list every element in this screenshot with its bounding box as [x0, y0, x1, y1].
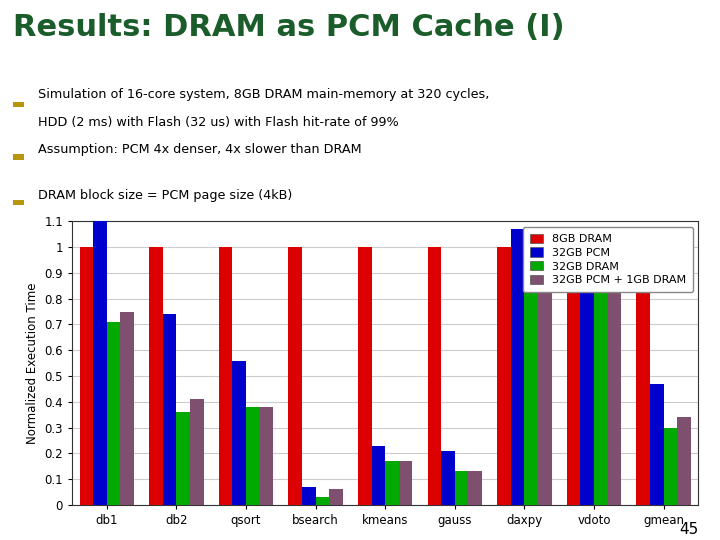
Bar: [190, 399, 204, 505]
Bar: [246, 407, 260, 505]
Bar: [219, 247, 233, 505]
Text: DRAM block size = PCM page size (4kB): DRAM block size = PCM page size (4kB): [38, 189, 292, 202]
Bar: [455, 471, 469, 505]
Bar: [538, 247, 552, 505]
Bar: [580, 229, 594, 505]
Text: Results: DRAM as PCM Cache (I): Results: DRAM as PCM Cache (I): [13, 12, 564, 42]
Bar: [524, 247, 538, 505]
Bar: [608, 247, 621, 505]
Text: Simulation of 16-core system, 8GB DRAM main-memory at 320 cycles,: Simulation of 16-core system, 8GB DRAM m…: [38, 89, 490, 102]
Bar: [315, 497, 329, 505]
Bar: [664, 428, 678, 505]
Bar: [498, 247, 510, 505]
Bar: [399, 461, 413, 505]
Bar: [13, 154, 24, 159]
Bar: [329, 489, 343, 505]
Bar: [107, 322, 120, 505]
Bar: [441, 451, 455, 505]
Legend: 8GB DRAM, 32GB PCM, 32GB DRAM, 32GB PCM + 1GB DRAM: 8GB DRAM, 32GB PCM, 32GB DRAM, 32GB PCM …: [523, 227, 693, 292]
Bar: [176, 412, 190, 505]
Text: HDD (2 ms) with Flash (32 us) with Flash hit-rate of 99%: HDD (2 ms) with Flash (32 us) with Flash…: [38, 116, 399, 129]
Text: Assumption: PCM 4x denser, 4x slower than DRAM: Assumption: PCM 4x denser, 4x slower tha…: [38, 144, 361, 157]
Bar: [120, 312, 134, 505]
Bar: [372, 446, 385, 505]
Y-axis label: Normalized Execution Time: Normalized Execution Time: [26, 282, 39, 444]
Bar: [13, 102, 24, 107]
Bar: [13, 200, 24, 205]
Bar: [302, 487, 315, 505]
Bar: [650, 384, 664, 505]
Bar: [636, 247, 650, 505]
Bar: [93, 221, 107, 505]
Bar: [428, 247, 441, 505]
Bar: [678, 417, 690, 505]
Text: 45: 45: [679, 522, 698, 537]
Bar: [163, 314, 176, 505]
Bar: [260, 407, 273, 505]
Bar: [289, 247, 302, 505]
Bar: [469, 471, 482, 505]
Bar: [149, 247, 163, 505]
Bar: [594, 247, 608, 505]
Bar: [358, 247, 372, 505]
Bar: [233, 361, 246, 505]
Bar: [80, 247, 93, 505]
Bar: [385, 461, 399, 505]
Bar: [510, 229, 524, 505]
Bar: [567, 247, 580, 505]
